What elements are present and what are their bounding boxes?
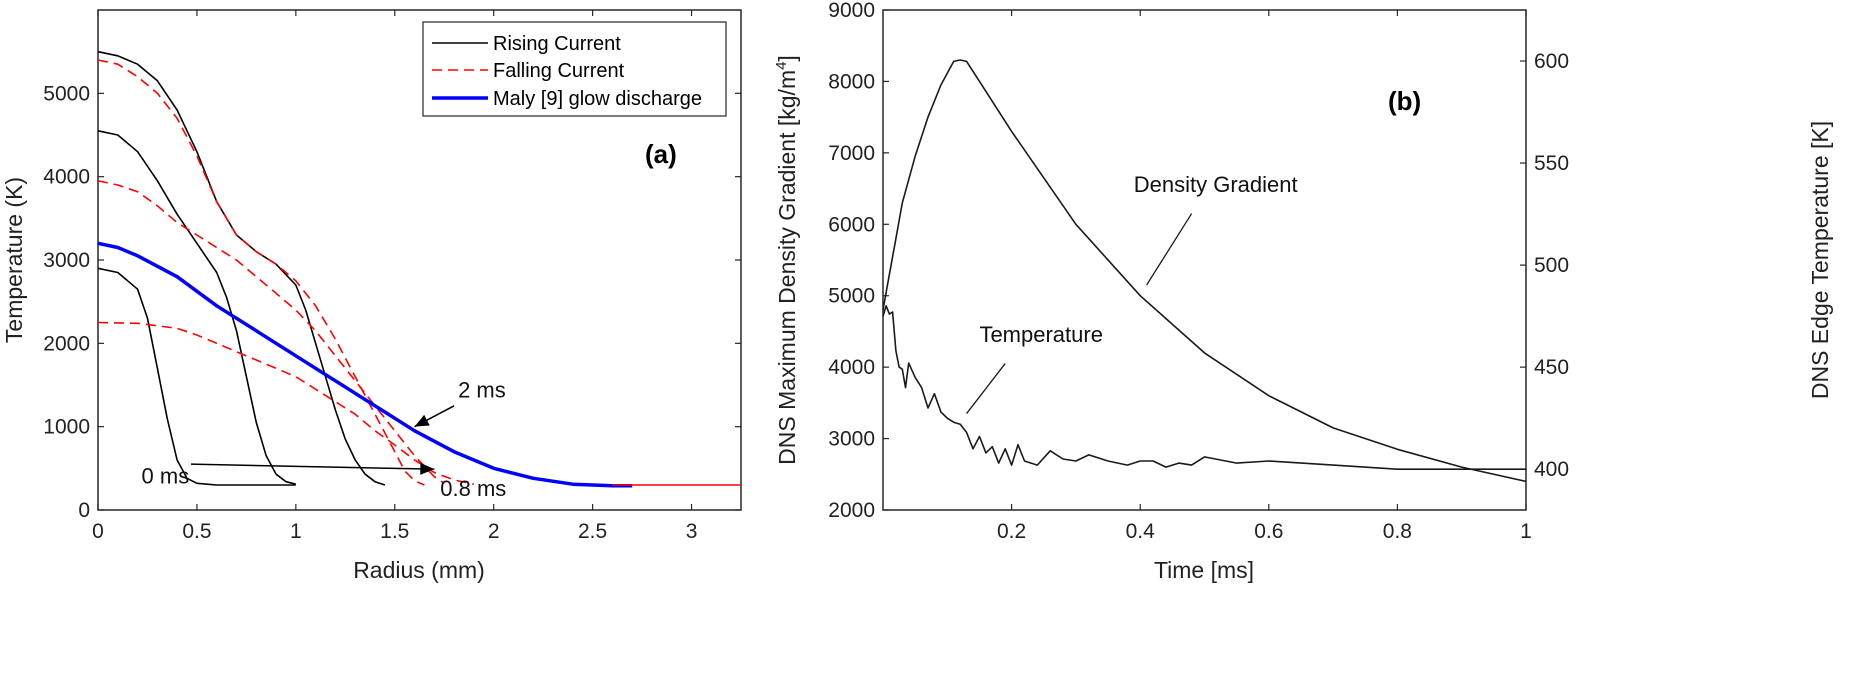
x-tick-label: 0.4 — [1126, 520, 1156, 543]
annotation-arrow — [190, 463, 435, 470]
panel-b-x-axis-label: Time [ms] — [1154, 557, 1254, 583]
legend-label-falling: Falling Current — [493, 60, 625, 82]
y-tick-label: 7000 — [828, 142, 875, 165]
panel-a-x-axis-label: Radius (mm) — [353, 557, 485, 583]
y-tick-label: 4000 — [828, 356, 875, 379]
annotation-label: 2 ms — [458, 378, 506, 403]
arrow-head — [414, 414, 430, 427]
panel-b-y2-ticks: 400 450 500 550 600 — [1520, 50, 1569, 481]
series-line — [882, 305, 1526, 471]
y-tick-label: 4000 — [43, 166, 90, 189]
panel-a-x-ticks: 0 0.5 1 1.5 2 2.5 3 — [92, 10, 697, 543]
panel-a-chart: 0 0.5 1 1.5 2 2.5 3 0 1000 2000 3000 4000 5000 0 ms… — [1, 9, 742, 583]
x-tick-label: 3 — [686, 520, 698, 543]
y-tick-label: 9000 — [828, 0, 875, 22]
x-tick-label: 0.2 — [997, 520, 1026, 543]
y-tick-label: 6000 — [828, 213, 875, 236]
legend-label-maly: Maly [9] glow discharge — [493, 88, 702, 110]
x-tick-label: 1.5 — [380, 520, 409, 543]
x-tick-label: 2 — [488, 520, 500, 543]
y-tick-label: 5000 — [43, 82, 90, 105]
series-line — [97, 59, 425, 486]
panel-a-label: (a) — [645, 139, 677, 169]
series-line — [97, 50, 386, 486]
annotation-label: 0 ms — [142, 463, 190, 488]
x-tick-label: 0.5 — [182, 520, 211, 543]
panel-b-y-axis-label-close: ] — [774, 55, 800, 61]
panel-b-y-axis-label-sup: 4 — [773, 62, 790, 70]
x-tick-label: 1 — [1520, 520, 1532, 543]
panel-b-y2-axis-label: DNS Edge Temperature [K] — [1807, 121, 1833, 399]
panel-b-y-ticks: 2000 3000 4000 5000 6000 7000 8000 9000 — [828, 0, 889, 522]
annotation-label: 0.8 ms — [440, 476, 506, 501]
legend-label-rising: Rising Current — [493, 33, 621, 55]
panel-b-x-ticks: 0.2 0.4 0.6 0.8 1 — [997, 10, 1532, 543]
annotation-label: Density Gradient — [1134, 172, 1298, 197]
x-tick-label: 0.6 — [1254, 520, 1283, 543]
y-tick-label: 3000 — [43, 249, 90, 272]
series-line — [97, 267, 296, 486]
series-line — [97, 241, 633, 488]
panel-b-annotations: Density Gradient Temperature — [966, 172, 1298, 414]
y2-tick-label: 550 — [1534, 152, 1569, 175]
arrow-head — [420, 462, 435, 475]
y-tick-label: 2000 — [828, 499, 875, 522]
panel-a-y-ticks: 0 1000 2000 3000 4000 5000 — [43, 82, 741, 522]
y-tick-label: 2000 — [43, 332, 90, 355]
y-tick-label: 8000 — [828, 70, 875, 93]
y2-tick-label: 400 — [1534, 458, 1569, 481]
panel-b-plot-area — [882, 9, 1527, 511]
annotation-leader — [966, 363, 1006, 414]
y2-tick-label: 600 — [1534, 50, 1569, 73]
series-line — [97, 130, 296, 485]
legend-box — [422, 21, 727, 117]
y2-tick-label: 500 — [1534, 254, 1569, 277]
panel-b-y-axis-label-main: DNS Maximum Density Gradient [kg/m — [774, 70, 800, 465]
y2-tick-label: 450 — [1534, 356, 1569, 379]
series-line — [882, 59, 1527, 483]
y-tick-label: 5000 — [828, 285, 875, 308]
y-tick-label: 1000 — [43, 416, 90, 439]
panel-a-annotations: 0 ms 0.8 ms 2 ms — [142, 378, 507, 501]
x-tick-label: 1 — [290, 520, 302, 543]
panel-a-y-axis-label: Temperature (K) — [1, 177, 27, 343]
panel-b-series — [882, 59, 1527, 483]
y-tick-label: 0 — [78, 499, 90, 522]
x-tick-label: 2.5 — [578, 520, 607, 543]
series-line — [97, 180, 445, 484]
annotation-leader — [1146, 213, 1193, 286]
panel-a-legend: Rising Current Falling Current Maly [9] … — [422, 21, 727, 117]
annotation-label: Temperature — [979, 322, 1103, 347]
x-tick-label: 0.8 — [1383, 520, 1412, 543]
panel-b-label: (b) — [1388, 86, 1421, 116]
x-tick-label: 0 — [92, 520, 104, 543]
y-tick-label: 3000 — [828, 428, 875, 451]
panel-b-chart: 0.2 0.4 0.6 0.8 1 2000 3000 4000 5000 6000 7000 80… — [773, 0, 1833, 583]
series-line — [97, 321, 475, 485]
panel-a-series — [97, 50, 741, 488]
panel-b-y-axis-label: DNS Maximum Density Gradient [kg/m4] — [773, 55, 800, 465]
